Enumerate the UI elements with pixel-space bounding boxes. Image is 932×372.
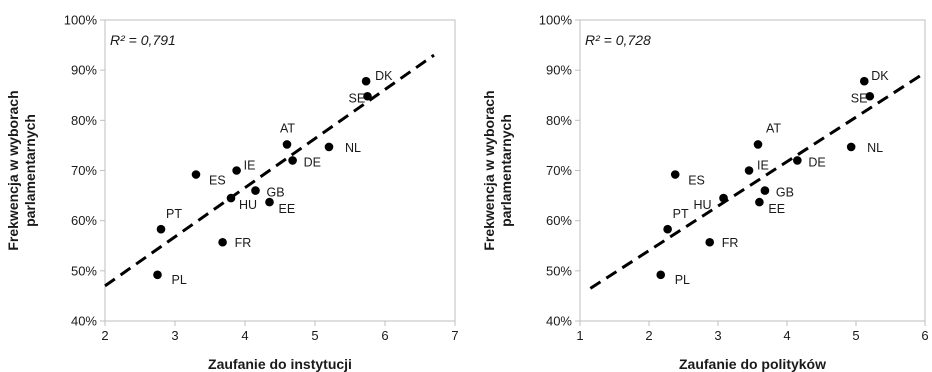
y-tick-label: 80%: [546, 113, 572, 128]
data-point-fr: [218, 237, 227, 247]
x-tick-label: 3: [171, 328, 178, 343]
y-tick-label: 60%: [546, 213, 572, 228]
point-label-dk: DK: [871, 69, 889, 83]
data-point-gb: [251, 186, 260, 195]
data-point-pt: [663, 224, 672, 234]
data-point-se: [363, 91, 372, 101]
data-point-gb: [760, 186, 770, 195]
data-point-de: [288, 156, 297, 165]
y-axis-title-line: Frekwencja w wyborach: [5, 90, 21, 250]
data-point-nl: [846, 142, 856, 152]
x-tick-label: 4: [783, 328, 790, 343]
data-point-hu: [226, 193, 236, 203]
point-label-dk: DK: [375, 69, 393, 83]
x-tick-label: 6: [381, 328, 388, 343]
point-label-de: DE: [808, 155, 825, 169]
data-point-dk: [859, 76, 869, 86]
point-label-hu: HU: [239, 198, 257, 212]
trendline: [589, 71, 926, 290]
point-label-fr: FR: [235, 236, 252, 250]
data-point-es: [191, 170, 201, 179]
point-label-es: ES: [209, 174, 226, 188]
point-label-ee: EE: [279, 202, 296, 216]
x-tick-label: 6: [921, 328, 928, 343]
data-point-pl: [656, 270, 666, 280]
x-tick-label: 2: [101, 328, 108, 343]
point-label-ee: EE: [768, 202, 785, 216]
point-label-se: SE: [851, 91, 868, 105]
x-tick-label: 2: [645, 328, 652, 343]
point-label-se: SE: [349, 91, 366, 105]
r-squared-annotation: R² = 0,791: [110, 32, 176, 48]
x-tick-label: 3: [714, 328, 721, 343]
y-tick-label: 100%: [64, 13, 98, 28]
point-label-at: AT: [766, 121, 781, 135]
data-point-ie: [232, 166, 241, 175]
chart-panel-1: 40% 50% 60% 70% 80% 90% 100% 2 3 4 5 6 7 DK SE NL AT DE IE…: [5, 13, 459, 372]
y-tick-label: 70%: [71, 163, 97, 178]
data-point-dk: [361, 76, 371, 86]
data-point-de: [793, 156, 802, 165]
y-tick-label: 90%: [71, 63, 97, 78]
y-tick-label: 60%: [71, 213, 97, 228]
data-point-se: [865, 91, 875, 101]
y-tick-label: 40%: [71, 314, 97, 329]
data-point-pl: [153, 270, 162, 280]
y-axis-title: Frekwencja w wyborachparlamentarnych: [5, 90, 38, 250]
x-tick-label: 5: [311, 328, 318, 343]
x-tick-label: 1: [576, 328, 583, 343]
y-axis-title-line: parlamentarnych: [498, 114, 514, 227]
trendline: [104, 53, 435, 288]
x-axis-title: Zaufanie do polityków: [679, 356, 826, 372]
point-label-ie: IE: [244, 159, 256, 173]
point-label-pt: PT: [166, 207, 182, 221]
point-label-pl: PL: [675, 273, 690, 287]
y-axis-title-line: parlamentarnych: [22, 114, 38, 227]
data-point-at: [282, 140, 292, 149]
point-label-nl: NL: [345, 141, 361, 155]
point-label-es: ES: [688, 174, 705, 188]
r-squared-annotation: R² = 0,728: [585, 32, 651, 48]
data-point-hu: [719, 193, 728, 203]
point-label-at: AT: [280, 121, 295, 135]
point-label-fr: FR: [722, 236, 739, 250]
y-tick-label: 70%: [546, 163, 572, 178]
point-label-pl: PL: [172, 273, 187, 287]
y-tick-label: 40%: [546, 314, 572, 329]
y-tick-label: 100%: [539, 13, 573, 28]
x-tick-label: 4: [241, 328, 248, 343]
data-point-fr: [705, 237, 715, 247]
data-point-pt: [156, 224, 166, 234]
point-label-nl: NL: [867, 141, 883, 155]
y-axis-title: Frekwencja w wyborachparlamentarnych: [481, 90, 514, 250]
data-point-ee: [755, 197, 764, 207]
y-tick-label: 80%: [71, 113, 97, 128]
point-label-pt: PT: [673, 207, 689, 221]
x-axis-title: Zaufanie do instytucji: [208, 356, 352, 372]
data-point-ie: [744, 166, 754, 175]
point-label-gb: GB: [267, 186, 285, 200]
data-point-at: [753, 140, 763, 149]
point-label-gb: GB: [776, 186, 794, 200]
x-tick-label: 7: [451, 328, 458, 343]
y-tick-label: 90%: [546, 63, 572, 78]
y-tick-label: 50%: [546, 263, 572, 278]
y-tick-label: 50%: [71, 263, 97, 278]
data-point-nl: [324, 142, 334, 152]
point-label-de: DE: [304, 155, 321, 169]
point-label-hu: HU: [694, 198, 712, 212]
data-point-ee: [265, 197, 274, 207]
point-label-ie: IE: [757, 159, 769, 173]
data-point-es: [670, 170, 680, 179]
x-tick-label: 5: [852, 328, 859, 343]
y-axis-title-line: Frekwencja w wyborach: [481, 90, 497, 250]
